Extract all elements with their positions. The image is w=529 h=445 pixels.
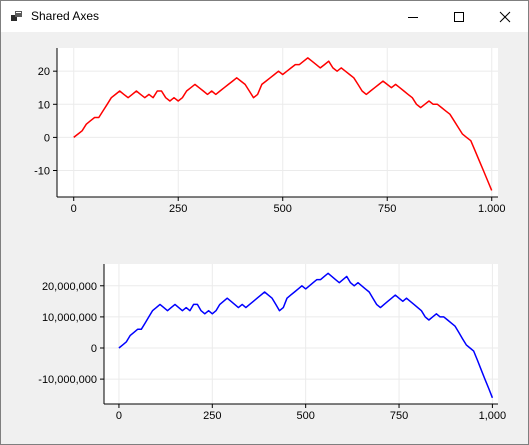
minimize-icon [408,16,418,18]
app-icon [11,11,22,21]
top-chart-plot-area [57,48,498,197]
maximize-button[interactable] [436,1,482,32]
bottom-chart[interactable]: 0 250 500 750 1,000 20,000,000 10,000,000 0 -10,… [1,232,528,432]
top-chart-y-tick-label: 0 [44,132,50,144]
top-chart-x-tick-label: 0 [71,203,77,212]
top-chart-series-line [73,57,493,191]
close-button[interactable] [482,1,528,32]
bottom-chart-series-line [118,272,494,399]
bottom-chart-x-tick-label: 0 [116,410,122,422]
top-chart-y-tick-label: 10 [38,99,50,111]
top-chart-x-tick-label: 500 [274,203,292,212]
top-chart-y-tick-label: -10 [34,166,50,178]
window-title: Shared Axes [31,9,100,23]
bottom-chart-y-tick-label: 20,000,000 [42,281,97,293]
bottom-chart-plot-area [104,264,498,404]
title-bar[interactable]: Shared Axes [1,1,528,32]
top-chart-y-tick-label: 20 [38,66,50,78]
bottom-chart-x-tick-label: 750 [390,410,408,422]
maximize-icon [454,11,464,22]
bottom-chart-x-tick-label: 500 [296,410,314,422]
top-chart[interactable]: 0 250 500 750 1,000 20 10 0 -10 [1,32,528,212]
minimize-button[interactable] [390,1,436,32]
bottom-chart-y-tick-label: -10,000,000 [38,374,97,386]
bottom-chart-x-tick-label: 250 [203,410,221,422]
top-chart-x-tick-label: 250 [169,203,187,212]
client-area: 0 250 500 750 1,000 20 10 0 -10 0 250 500 750 1,000 2… [1,32,528,444]
close-icon [499,11,511,22]
bottom-chart-y-tick-label: 0 [91,343,97,355]
top-chart-x-tick-label: 750 [378,203,396,212]
bottom-chart-y-tick-label: 10,000,000 [42,312,97,324]
bottom-chart-x-tick-label: 1,000 [479,410,507,422]
top-chart-x-tick-label: 1,000 [478,203,506,212]
